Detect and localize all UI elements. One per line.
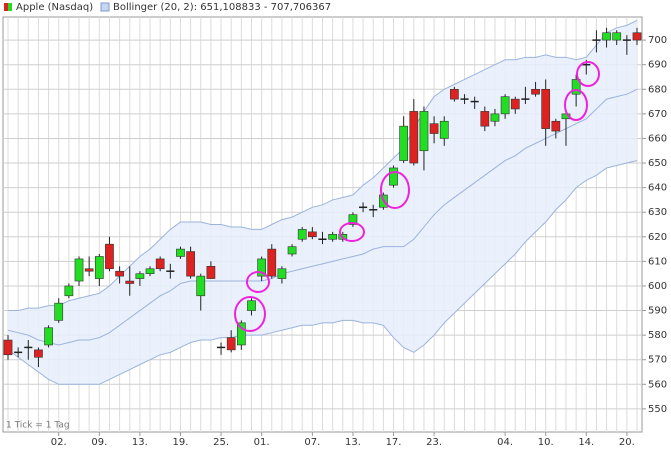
candle-body	[206, 265, 216, 279]
highlight	[246, 271, 270, 293]
x-tick-label: 17.	[386, 437, 402, 448]
candle-body	[500, 96, 510, 115]
x-tick-label: 25.	[213, 437, 229, 448]
highlight	[576, 61, 600, 87]
candle-body	[64, 285, 74, 297]
candle-body	[115, 270, 124, 277]
annotation: 1 Tick = 1 Tag	[6, 421, 70, 431]
x-tick-label: 23.	[426, 437, 442, 448]
y-tick-label: 620	[648, 232, 667, 243]
candle-body	[419, 111, 429, 152]
legend: Apple (Nasdaq) Bollinger (20, 2): 651,10…	[4, 2, 331, 13]
y-tick-label: 570	[648, 355, 667, 366]
candle-body	[409, 111, 419, 164]
x-tick-label: 13.	[345, 437, 361, 448]
x-tick-label: 02.	[51, 437, 67, 448]
y-tick-label: 660	[648, 133, 667, 144]
candle-body	[196, 275, 206, 297]
plot-area	[2, 16, 646, 433]
candle-body	[3, 339, 13, 356]
candle-body	[450, 88, 459, 100]
candle-body	[34, 349, 43, 358]
y-tick-label: 690	[648, 60, 667, 71]
candle-body	[541, 88, 551, 129]
candle-body	[267, 248, 277, 277]
y-tick-label: 640	[648, 183, 667, 194]
y-tick-label: 550	[648, 404, 667, 415]
candle-body	[439, 120, 449, 139]
x-tick-label: 01.	[254, 437, 270, 448]
candle-body	[186, 251, 195, 277]
x-tick-label: 13.	[132, 437, 148, 448]
y-tick-label: 670	[648, 109, 667, 120]
x-tick-label: 04.	[497, 437, 513, 448]
candle-body	[247, 300, 256, 311]
candle-body	[389, 167, 398, 186]
candle-body	[399, 125, 409, 161]
x-tick-label: 14.	[578, 437, 594, 448]
highlight	[339, 222, 365, 242]
x-tick-label: 20.	[619, 437, 635, 448]
x-tick-label: 09.	[91, 437, 107, 448]
candle-body	[531, 88, 540, 95]
candle-body	[257, 258, 266, 277]
candle-body	[226, 337, 236, 351]
candle-body	[277, 268, 287, 279]
y-tick-label: 590	[648, 306, 667, 317]
y-tick-label: 580	[648, 330, 667, 341]
candle-body	[571, 79, 581, 95]
highlight	[234, 296, 266, 332]
y-tick-label: 610	[648, 256, 667, 267]
y-tick-label: 680	[648, 84, 667, 95]
legend-swatch-down	[4, 3, 8, 11]
candle-body	[307, 231, 317, 238]
candle-body	[348, 214, 358, 225]
candle-body	[612, 32, 622, 41]
band-lower	[7, 160, 638, 385]
candle-body	[632, 32, 642, 41]
candle-body	[125, 280, 135, 284]
candle-body	[236, 322, 246, 346]
band-upper	[8, 19, 638, 312]
candle-body	[480, 111, 490, 127]
x-tick-label: 07.	[304, 437, 320, 448]
candle-body	[551, 120, 561, 132]
candle-body	[429, 123, 439, 134]
x-tick-label: 10.	[538, 437, 554, 448]
candle-body	[135, 273, 145, 279]
candle-body	[490, 113, 500, 122]
legend-label: Apple (Nasdaq)	[16, 2, 93, 13]
candle-body	[54, 302, 64, 321]
candle-body	[84, 268, 94, 272]
candle-body	[44, 327, 53, 346]
candle-body	[602, 32, 611, 41]
band-middle	[7, 88, 638, 346]
candle-body	[510, 98, 520, 110]
y-tick-label: 600	[648, 281, 667, 292]
candle-body	[94, 256, 104, 279]
candle-body	[145, 268, 155, 274]
candle-body	[74, 258, 84, 282]
legend-swatch-up	[8, 3, 12, 11]
candle-body	[287, 246, 297, 255]
x-tick-label: 19.	[173, 437, 189, 448]
legend-swatch-bands	[100, 2, 110, 12]
candle-body	[105, 243, 114, 270]
y-tick-label: 630	[648, 207, 667, 218]
candle-body	[176, 248, 185, 257]
legend-label: Bollinger (20, 2): 651,108833 - 707,7063…	[113, 2, 331, 13]
highlight	[564, 89, 588, 121]
candle-body	[297, 229, 307, 240]
y-tick-label: 700	[648, 35, 667, 46]
candle-body	[155, 258, 165, 270]
highlight-circles	[234, 61, 600, 332]
y-tick-label: 650	[648, 158, 667, 169]
y-tick-label: 560	[648, 379, 667, 390]
highlight	[380, 171, 410, 209]
candle-body	[328, 234, 338, 240]
